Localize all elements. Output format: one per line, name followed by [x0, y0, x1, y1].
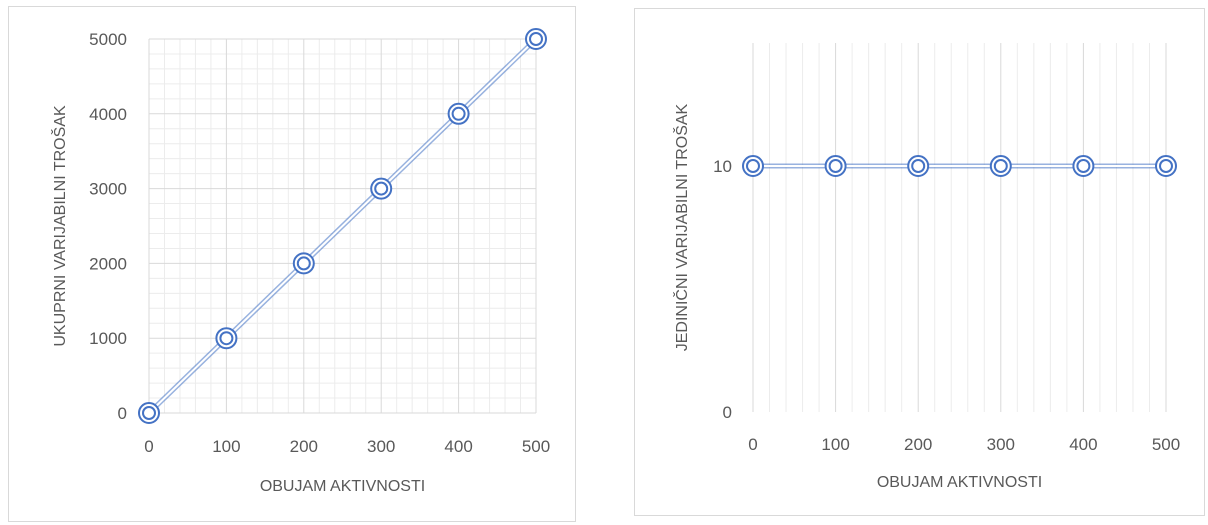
x-tick-label: 200	[904, 435, 932, 454]
y-tick-label: 5000	[89, 30, 127, 49]
data-point-inner	[993, 159, 1008, 173]
y-tick-label: 1000	[89, 329, 127, 348]
x-tick-label: 400	[444, 437, 472, 456]
data-point-inner	[746, 159, 760, 173]
y-tick-label: 2000	[89, 254, 127, 273]
data-point-inner	[219, 331, 234, 346]
y-axis-title: UKUPRNI VARIJABILNI TROŠAK	[50, 105, 69, 347]
data-point-inner	[911, 159, 926, 173]
y-axis-title: JEDINIČNI VARIJABILNI TROŠAK	[672, 103, 691, 351]
y-tick-label: 0	[723, 403, 732, 422]
y-tick-label: 10	[713, 157, 732, 176]
y-tick-label: 3000	[89, 180, 127, 199]
data-point-inner	[451, 106, 466, 121]
series-line-inner	[148, 38, 537, 414]
data-point-inner	[1159, 159, 1173, 173]
data-point-inner	[828, 159, 843, 173]
total-variable-cost-plot: 0 100 200 300 400 500010002000300040005000OBU…	[50, 28, 550, 495]
x-tick-label: 300	[367, 437, 395, 456]
x-tick-label: 100	[821, 435, 849, 454]
data-point-inner	[1076, 159, 1091, 173]
data-point-inner	[529, 32, 543, 46]
total-variable-cost-chart: 0 100 200 300 400 500 0 1000 2000 3000 4000 5000 OBU…	[8, 6, 576, 522]
unit-variable-cost-plot: 0 100 200 300 400 500 0 10 OBUJAM AKTIVNOSTI JEDI…	[672, 43, 1180, 491]
x-tick-label: 400	[1069, 435, 1097, 454]
x-tick-label: 200	[290, 437, 318, 456]
unit-variable-cost-chart: 0 100 200 300 400 500 0 10 OBUJAM AKTIVNOSTI JEDI…	[634, 8, 1205, 516]
x-tick-label: 500	[1152, 435, 1180, 454]
x-tick-label: 0	[144, 437, 153, 456]
data-point-inner	[374, 181, 389, 196]
data-point-inner	[142, 406, 156, 420]
x-tick-label: 0	[748, 435, 757, 454]
data-point-inner	[296, 256, 311, 271]
x-tick-label: 300	[987, 435, 1015, 454]
x-axis-title: OBUJAM AKTIVNOSTI	[260, 478, 425, 495]
x-tick-label: 500	[522, 437, 550, 456]
y-tick-label: 4000	[89, 105, 127, 124]
x-axis-title: OBUJAM AKTIVNOSTI	[877, 474, 1042, 491]
x-tick-label: 100	[212, 437, 240, 456]
y-tick-label: 0	[118, 404, 127, 423]
